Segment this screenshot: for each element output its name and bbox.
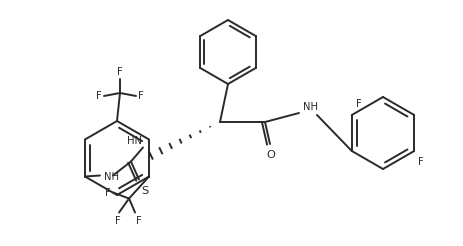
Text: F: F: [115, 215, 121, 226]
Text: S: S: [141, 185, 148, 196]
Text: F: F: [136, 215, 142, 226]
Text: F: F: [96, 91, 102, 101]
Text: NH: NH: [104, 171, 119, 182]
Text: F: F: [356, 99, 362, 109]
Text: HN: HN: [127, 137, 142, 147]
Text: F: F: [105, 187, 111, 198]
Text: NH: NH: [303, 102, 318, 112]
Text: O: O: [267, 150, 275, 160]
Text: F: F: [138, 91, 144, 101]
Text: F: F: [418, 157, 424, 167]
Text: F: F: [117, 67, 123, 77]
